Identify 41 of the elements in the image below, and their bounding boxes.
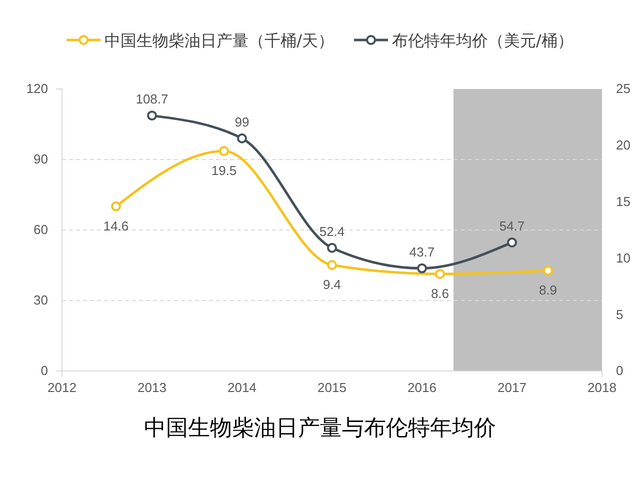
point — [543, 266, 553, 276]
legend-label: 中国生物柴油日产量（千桶/天） — [104, 31, 334, 50]
y-tick-label: 60 — [34, 222, 48, 238]
y-tick-label: 120 — [26, 81, 48, 96]
x-tick-label: 2015 — [318, 380, 346, 396]
data-label: 108.7 — [136, 92, 168, 107]
data-label: 8.6 — [430, 286, 450, 301]
point — [111, 201, 121, 212]
x-tick-label: 2016 — [408, 380, 436, 396]
y2-tick-label: 20 — [616, 138, 630, 153]
point — [237, 133, 247, 144]
point — [219, 146, 229, 156]
y2-tick-label: 10 — [616, 250, 630, 266]
y2-tick-label: 5 — [616, 306, 624, 322]
data-label: 54.7 — [499, 218, 525, 234]
point — [147, 110, 157, 121]
data-label: 43.7 — [409, 244, 435, 260]
x-tick-label: 2014 — [228, 380, 256, 396]
data-label: 8.9 — [538, 282, 558, 298]
x-tick-label: 2012 — [48, 380, 76, 396]
x-tick-label: 2018 — [588, 380, 616, 396]
y-tick-label: 90 — [34, 152, 48, 167]
legend-label: 布伦特年均价（美元/桶） — [392, 31, 574, 50]
point — [417, 263, 427, 274]
point — [435, 269, 445, 279]
data-label: 19.5 — [211, 163, 237, 178]
text: 中国生物柴油日产量与布伦特年均价 — [144, 416, 496, 441]
data-label: 99 — [234, 114, 250, 130]
point — [327, 260, 337, 270]
data-label: 9.4 — [322, 276, 342, 292]
y2-tick-label: 0 — [616, 363, 624, 378]
data-label: 52.4 — [319, 224, 345, 239]
point — [327, 242, 337, 253]
x-tick-label: 2017 — [498, 380, 526, 396]
point — [507, 237, 517, 248]
y2-tick-label: 25 — [616, 81, 630, 96]
data-label: 14.6 — [103, 218, 129, 234]
y2-tick-label: 15 — [616, 194, 630, 209]
y-tick-label: 0 — [40, 363, 48, 378]
x-tick-label: 2013 — [138, 380, 166, 396]
y-tick-label: 30 — [34, 292, 48, 308]
